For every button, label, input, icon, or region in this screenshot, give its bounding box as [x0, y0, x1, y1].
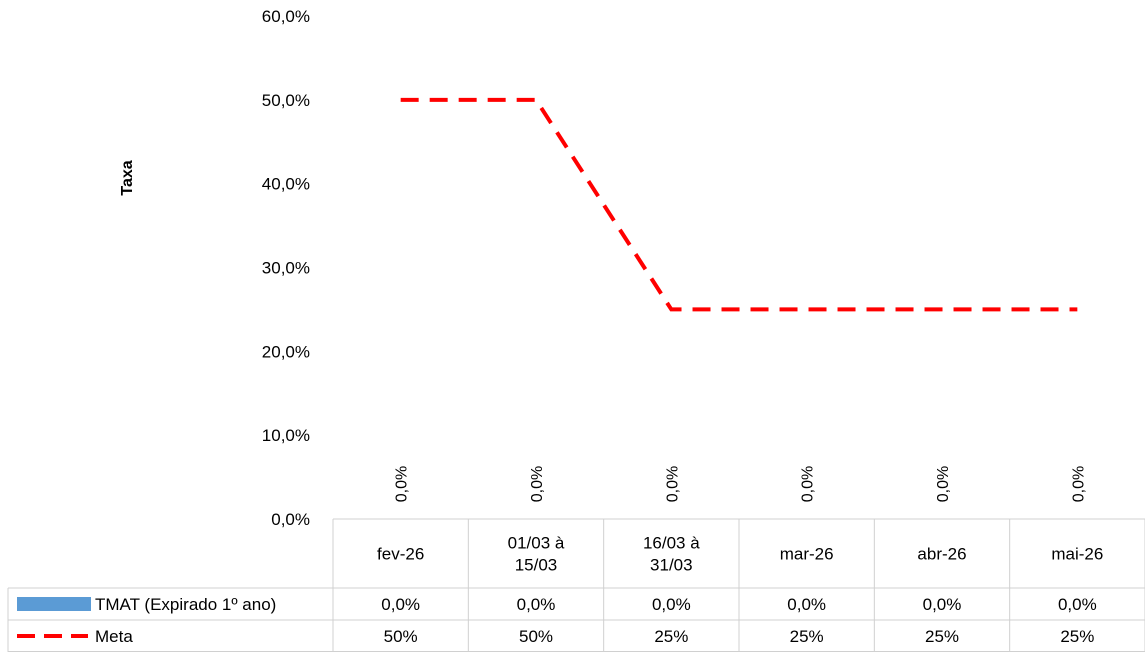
y-tick-label: 30,0% — [262, 259, 310, 278]
category-label: fev-26 — [377, 545, 424, 564]
table-cell: 0,0% — [787, 595, 826, 614]
data-table — [7, 518, 1145, 652]
table-cell: 0,0% — [652, 595, 691, 614]
y-ticks: 0,0% 10,0% 20,0% 30,0% 40,0% 50,0% 60,0% — [262, 7, 310, 529]
table-cell: 25% — [1060, 627, 1094, 646]
y-tick-label: 0,0% — [271, 510, 310, 529]
legend-key-bar — [17, 597, 91, 611]
y-tick-label: 50,0% — [262, 91, 310, 110]
table-cell: 0,0% — [1058, 595, 1097, 614]
bar-data-label: 0,0% — [800, 466, 817, 502]
bar-data-label: 0,0% — [664, 466, 681, 502]
table-cell: 25% — [654, 627, 688, 646]
category-label: mai-26 — [1051, 545, 1103, 564]
y-tick-label: 10,0% — [262, 426, 310, 445]
bar-data-label: 0,0% — [935, 466, 952, 502]
bar-data-labels: 0,0% 0,0% 0,0% 0,0% 0,0% 0,0% — [394, 466, 1088, 502]
category-label: 15/03 — [515, 556, 558, 575]
table-cell: 0,0% — [517, 595, 556, 614]
table-cell: 25% — [790, 627, 824, 646]
bar-data-label: 0,0% — [394, 466, 411, 502]
table-cell: 25% — [925, 627, 959, 646]
table-cell: 50% — [519, 627, 553, 646]
legend-entry-label: Meta — [95, 627, 133, 646]
category-label: abr-26 — [917, 545, 966, 564]
category-label: mar-26 — [780, 545, 834, 564]
bar-data-label: 0,0% — [1070, 466, 1087, 502]
meta-line — [400, 97, 1078, 312]
bar-data-label: 0,0% — [529, 466, 546, 502]
category-labels: fev-26 01/03 à 15/03 16/03 à 31/03 mar-26 abr-… — [377, 534, 1103, 575]
category-label: 01/03 à — [508, 534, 565, 553]
category-label: 16/03 à — [643, 534, 700, 553]
y-axis-label: Taxa — [119, 160, 136, 195]
y-tick-label: 40,0% — [262, 175, 310, 194]
category-label: 31/03 — [650, 556, 693, 575]
table-cell: 50% — [384, 627, 418, 646]
table-cell: 0,0% — [381, 595, 420, 614]
legend-entry-label: TMAT (Expirado 1º ano) — [95, 595, 276, 614]
table-cell: 0,0% — [923, 595, 962, 614]
meta-line-group — [400, 97, 1078, 312]
table-rows: TMAT (Expirado 1º ano) 0,0% 0,0% 0,0% 0,0% 0,… — [17, 595, 1097, 646]
y-tick-label: 60,0% — [262, 7, 310, 26]
y-tick-label: 20,0% — [262, 342, 310, 361]
